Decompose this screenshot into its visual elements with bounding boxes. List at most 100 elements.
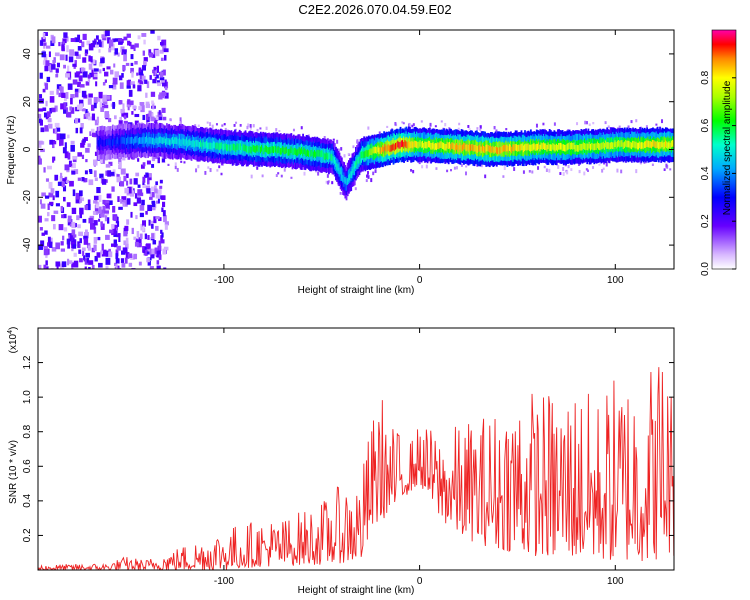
spectrogram-halo-cell bbox=[449, 169, 452, 172]
spectrogram-noise-cell bbox=[41, 37, 46, 42]
spectrogram-noise-cell bbox=[81, 90, 87, 98]
spectrogram-ridge-cell bbox=[313, 150, 316, 157]
spectrogram-halo-cell bbox=[553, 122, 556, 126]
spectrogram-noise-cell bbox=[39, 72, 43, 79]
spectrogram-noise-cell bbox=[146, 251, 152, 255]
spectrogram-ridge-cell bbox=[595, 143, 598, 150]
spectrogram-noise-cell bbox=[64, 73, 70, 78]
spectrogram-noise-cell bbox=[80, 142, 85, 148]
spectrogram-halo-cell bbox=[630, 120, 633, 124]
spectrogram-noise-cell bbox=[82, 71, 88, 78]
spectrogram-ridge-cell bbox=[559, 142, 562, 150]
spectrogram-noise-cell bbox=[107, 170, 112, 177]
spectrogram-ridge-cell bbox=[610, 141, 613, 149]
spectrogram-ridge-cell bbox=[410, 141, 413, 149]
spectrogram-noise-cell bbox=[121, 196, 127, 202]
spectrogram-noise-cell bbox=[97, 39, 102, 44]
spectrogram-ridge-cell bbox=[320, 150, 323, 157]
spectrogram-noise-cell bbox=[51, 143, 55, 149]
spectrogram-halo-cell bbox=[458, 122, 461, 126]
spectrogram-ridge-cell bbox=[448, 141, 451, 149]
spectrogram-noise-cell bbox=[145, 101, 150, 106]
spectrogram-ridge-cell bbox=[458, 145, 461, 152]
spectrogram-noise-cell bbox=[134, 120, 139, 126]
spectrogram-ridge-cell bbox=[578, 145, 580, 152]
spectrogram-ridge-cell bbox=[258, 145, 261, 152]
spectrogram-noise-cell bbox=[48, 181, 53, 189]
spectrogram-noise-cell bbox=[43, 248, 49, 256]
spectrogram-halo-cell bbox=[249, 124, 252, 128]
spectrogram-ridge-cell bbox=[277, 146, 280, 153]
spectrogram-noise-cell bbox=[49, 96, 55, 103]
spectrogram-noise-cell bbox=[100, 40, 104, 48]
spectrogram-halo-cell bbox=[218, 165, 221, 169]
spectrogram-ridge-cell bbox=[228, 143, 231, 151]
spectrogram-ridge-cell bbox=[564, 144, 566, 152]
spectrogram-noise-cell bbox=[55, 190, 60, 198]
spectrogram-halo-cell bbox=[209, 168, 212, 173]
spectrogram-noise-cell bbox=[91, 132, 96, 138]
spectrogram-ridge-cell bbox=[537, 143, 539, 151]
spectrogram-ridge-cell bbox=[479, 144, 482, 151]
spectrogram-noise-cell bbox=[96, 252, 101, 258]
spectrogram-noise-cell bbox=[80, 67, 85, 72]
spectrogram-noise-cell bbox=[75, 192, 81, 200]
spectrogram-ridge-cell bbox=[405, 141, 408, 149]
spectrogram-ridge-cell bbox=[434, 143, 437, 150]
spectrogram-ridge-cell bbox=[360, 151, 363, 159]
spectrogram-ridge-cell bbox=[165, 137, 168, 145]
spectrogram-noise-cell bbox=[111, 224, 115, 229]
spectrogram-ridge-cell bbox=[609, 142, 612, 150]
spectrogram-ridge-cell bbox=[625, 140, 627, 147]
spectrogram-noise-cell bbox=[154, 185, 157, 189]
spectrogram-noise-cell bbox=[100, 221, 103, 227]
spectrogram-halo-cell bbox=[283, 168, 286, 172]
spectrogram-noise-cell bbox=[146, 81, 150, 89]
spectrogram-ridge-cell bbox=[452, 142, 455, 150]
spectrogram-noise-cell bbox=[152, 102, 155, 110]
spectrogram-noise-cell bbox=[89, 170, 93, 174]
snr-xtick-label: 100 bbox=[607, 576, 624, 587]
spectrogram-halo-cell bbox=[587, 169, 590, 172]
spectrogram-noise-cell bbox=[72, 244, 77, 249]
spectrogram-ridge-cell bbox=[266, 146, 269, 154]
spectrogram-ridge-cell bbox=[565, 144, 567, 152]
spectrogram-noise-cell bbox=[149, 196, 153, 200]
spectrogram-halo-cell bbox=[651, 163, 654, 166]
spectrogram-halo-cell bbox=[481, 164, 484, 168]
spectrogram-noise-cell bbox=[71, 262, 76, 268]
spectrogram-noise-cell bbox=[142, 162, 146, 167]
spectrogram-halo-cell bbox=[505, 128, 508, 131]
spectrogram-noise-cell bbox=[48, 192, 54, 198]
spectrogram-halo-cell bbox=[167, 163, 170, 166]
spectrogram-ridge-cell bbox=[483, 145, 485, 153]
spectrogram-ridge-cell bbox=[444, 143, 447, 151]
spectrogram-halo-cell bbox=[493, 125, 496, 130]
spectrogram-ridge-cell bbox=[189, 138, 192, 146]
spectrogram-noise-cell bbox=[135, 238, 138, 244]
spectrogram-ridge-cell bbox=[269, 147, 272, 154]
spectrogram-noise-cell bbox=[159, 179, 163, 184]
spectrogram-noise-cell bbox=[115, 258, 120, 264]
spectrogram-noise-cell bbox=[161, 207, 164, 213]
spectrogram-noise-cell bbox=[110, 43, 115, 51]
spectrogram-noise-cell bbox=[127, 253, 133, 259]
spectrogram-noise-cell bbox=[118, 162, 122, 168]
spectrogram-halo-cell bbox=[325, 180, 328, 184]
spectrogram-halo-cell bbox=[464, 171, 467, 176]
spectrogram-ridge-cell bbox=[138, 137, 141, 144]
spectrogram-ridge-cell bbox=[198, 141, 201, 149]
spectrogram-ridge-cell bbox=[121, 137, 124, 144]
spectrogram-halo-cell bbox=[411, 124, 414, 128]
spectrogram-ridge-cell bbox=[632, 140, 634, 148]
spectrogram-noise-cell bbox=[82, 57, 87, 63]
spectrogram-noise-cell bbox=[93, 227, 97, 234]
spectrogram-halo-cell bbox=[169, 118, 172, 122]
spectrogram-noise-cell bbox=[162, 116, 167, 121]
spectrogram-noise-cell bbox=[71, 207, 77, 215]
colorbar-tick-label: 0.2 bbox=[700, 214, 711, 228]
spectrogram-noise-cell bbox=[63, 180, 68, 184]
spectrogram-noise-cell bbox=[78, 75, 83, 82]
spectrogram-halo-cell bbox=[531, 170, 534, 174]
spectrogram-halo-cell bbox=[180, 160, 183, 163]
